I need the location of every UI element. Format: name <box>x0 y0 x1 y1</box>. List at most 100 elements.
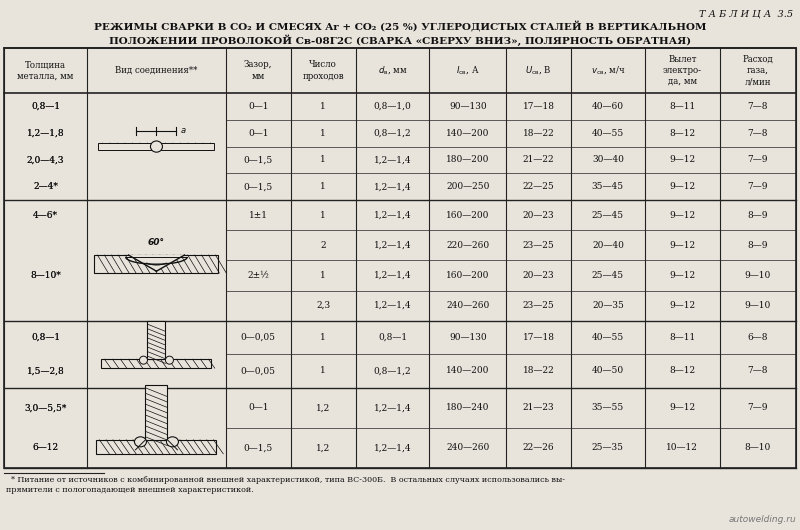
Text: 1,2—1,4: 1,2—1,4 <box>374 301 411 310</box>
Text: 0,8—1,2: 0,8—1,2 <box>374 129 411 138</box>
Ellipse shape <box>139 356 147 364</box>
Text: 1,2: 1,2 <box>316 403 330 412</box>
Text: 9—12: 9—12 <box>670 241 695 250</box>
Text: 2±½: 2±½ <box>247 271 269 280</box>
Text: 0—1,5: 0—1,5 <box>244 444 273 453</box>
Text: 1: 1 <box>320 366 326 375</box>
Text: 0,8—1: 0,8—1 <box>31 102 60 111</box>
Text: 7—9: 7—9 <box>748 403 768 412</box>
Text: 20—23: 20—23 <box>522 271 554 280</box>
Text: 2—4*: 2—4* <box>33 182 58 191</box>
Text: 25—45: 25—45 <box>592 211 624 220</box>
Text: 4—6*: 4—6* <box>33 211 58 220</box>
Text: 160—200: 160—200 <box>446 211 490 220</box>
Bar <box>94 255 218 273</box>
Text: 3,0—5,5*: 3,0—5,5* <box>24 403 66 412</box>
Text: 9—12: 9—12 <box>670 403 695 412</box>
Bar <box>162 143 214 150</box>
Text: 8—10*: 8—10* <box>30 271 61 280</box>
Text: 18—22: 18—22 <box>522 366 554 375</box>
Text: $I_{\rm св}$, А: $I_{\rm св}$, А <box>456 65 479 76</box>
Text: 40—50: 40—50 <box>592 366 624 375</box>
Text: Число
проходов: Число проходов <box>302 60 344 81</box>
Text: 7—8: 7—8 <box>748 366 768 375</box>
Text: 8—11: 8—11 <box>670 102 695 111</box>
Text: 21—23: 21—23 <box>522 403 554 412</box>
Text: 8—9: 8—9 <box>748 211 768 220</box>
Text: 2,0—4,3: 2,0—4,3 <box>27 155 64 164</box>
Text: 18—22: 18—22 <box>522 129 554 138</box>
Text: 9—10: 9—10 <box>745 271 771 280</box>
Text: 7—8: 7—8 <box>748 102 768 111</box>
Text: autowelding.ru: autowelding.ru <box>728 515 796 524</box>
Text: Зазор,
мм: Зазор, мм <box>244 60 273 81</box>
Text: 2—4*: 2—4* <box>33 182 58 191</box>
Text: 40—60: 40—60 <box>592 102 624 111</box>
Text: 20—40: 20—40 <box>592 241 624 250</box>
Text: 180—200: 180—200 <box>446 155 490 164</box>
Text: 22—26: 22—26 <box>522 444 554 453</box>
Text: 1: 1 <box>320 155 326 164</box>
Bar <box>146 385 167 440</box>
Text: 1,2—1,4: 1,2—1,4 <box>374 403 411 412</box>
Text: 240—260: 240—260 <box>446 301 490 310</box>
Text: 1: 1 <box>320 211 326 220</box>
Text: 40—55: 40—55 <box>592 129 624 138</box>
Text: 7—8: 7—8 <box>748 129 768 138</box>
Bar <box>98 143 151 150</box>
Text: $v_{\rm св}$, м/ч: $v_{\rm св}$, м/ч <box>590 65 625 76</box>
Text: 140—200: 140—200 <box>446 129 490 138</box>
Text: 0—1,5: 0—1,5 <box>244 182 273 191</box>
Text: 17—18: 17—18 <box>522 102 554 111</box>
Text: 35—45: 35—45 <box>592 182 624 191</box>
Text: 1: 1 <box>320 102 326 111</box>
Text: 9—12: 9—12 <box>670 211 695 220</box>
Text: 0,8—1: 0,8—1 <box>31 102 60 111</box>
Text: 6—12: 6—12 <box>33 444 58 453</box>
Text: 1,2—1,8: 1,2—1,8 <box>26 129 64 138</box>
Text: 20—23: 20—23 <box>522 211 554 220</box>
Text: 0—1: 0—1 <box>248 129 269 138</box>
Text: 1: 1 <box>320 271 326 280</box>
Text: РЕЖИМЫ СВАРКИ В СО₂ И СМЕСЯХ Ar + СО₂ (25 %) УГЛЕРОДИСТЫХ СТАЛЕЙ В ВЕРТИКАЛЬНОМ: РЕЖИМЫ СВАРКИ В СО₂ И СМЕСЯХ Ar + СО₂ (2… <box>94 22 706 33</box>
Text: 8—12: 8—12 <box>670 129 695 138</box>
Text: 240—260: 240—260 <box>446 444 490 453</box>
Text: 0—1: 0—1 <box>248 102 269 111</box>
Text: 1,2—1,4: 1,2—1,4 <box>374 155 411 164</box>
Text: 200—250: 200—250 <box>446 182 490 191</box>
Text: Т А Б Л И Ц А  3.5: Т А Б Л И Ц А 3.5 <box>699 10 793 19</box>
Text: 30—40: 30—40 <box>592 155 624 164</box>
Text: 22—25: 22—25 <box>522 182 554 191</box>
Text: 25—35: 25—35 <box>592 444 624 453</box>
Text: 90—130: 90—130 <box>449 102 486 111</box>
Text: Расход
газа,
л/мин: Расход газа, л/мин <box>742 55 774 86</box>
Text: 9—12: 9—12 <box>670 155 695 164</box>
Text: 0—0,05: 0—0,05 <box>241 333 276 342</box>
Text: 6—8: 6—8 <box>748 333 768 342</box>
Text: 21—22: 21—22 <box>522 155 554 164</box>
Text: 20—35: 20—35 <box>592 301 624 310</box>
Text: 8—11: 8—11 <box>670 333 695 342</box>
Text: Вид соединения**: Вид соединения** <box>115 66 198 75</box>
Text: 10—12: 10—12 <box>666 444 698 453</box>
Text: 1,5—2,8: 1,5—2,8 <box>26 366 65 375</box>
Polygon shape <box>129 255 185 271</box>
Text: ПОЛОЖЕНИИ ПРОВОЛОКОЙ Св-08Г2С (СВАРКА «СВЕРХУ ВНИЗ», ПОЛЯРНОСТЬ ОБРАТНАЯ): ПОЛОЖЕНИИ ПРОВОЛОКОЙ Св-08Г2С (СВАРКА «С… <box>109 34 691 46</box>
Bar <box>147 321 166 359</box>
Text: 8—10*: 8—10* <box>30 271 61 280</box>
Text: 1: 1 <box>320 129 326 138</box>
Text: 2,0—4,3: 2,0—4,3 <box>27 155 64 164</box>
Text: 25—45: 25—45 <box>592 271 624 280</box>
Text: 0,8—1,2: 0,8—1,2 <box>374 366 411 375</box>
Text: 0,8—1: 0,8—1 <box>31 333 60 342</box>
Text: 1,2—1,4: 1,2—1,4 <box>374 211 411 220</box>
Text: $U_{\rm св}$, В: $U_{\rm св}$, В <box>526 65 552 76</box>
Text: 1,2: 1,2 <box>316 444 330 453</box>
Text: a: a <box>181 126 186 135</box>
Text: 1,2—1,4: 1,2—1,4 <box>374 182 411 191</box>
Text: 0,8—1,0: 0,8—1,0 <box>374 102 411 111</box>
Text: 4—6*: 4—6* <box>33 211 58 220</box>
Text: 8—12: 8—12 <box>670 366 695 375</box>
Text: 7—9: 7—9 <box>748 182 768 191</box>
Text: 8—9: 8—9 <box>748 241 768 250</box>
